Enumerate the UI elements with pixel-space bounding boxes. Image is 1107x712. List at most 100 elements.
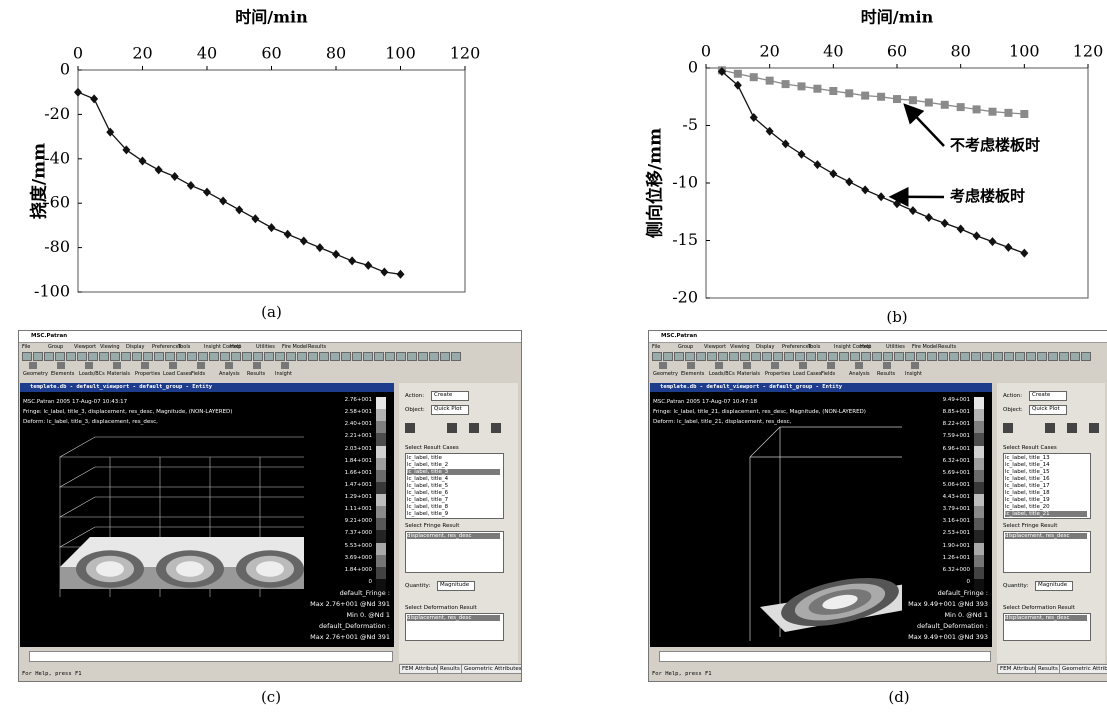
- tool-icon: [773, 352, 783, 361]
- tool-icon: [113, 362, 121, 369]
- x-axis-title: 时间/min: [861, 8, 934, 27]
- x-tick-label: 120: [1073, 42, 1104, 61]
- tool-icon: [29, 362, 37, 369]
- tool-icon: [718, 352, 728, 361]
- legend-value: 0: [368, 578, 373, 585]
- legend-swatch: [376, 421, 386, 434]
- toolbar-label: Results: [877, 371, 896, 377]
- list-item: lc_label, title_16: [1005, 476, 1050, 482]
- tool-icon: [696, 352, 706, 361]
- tool-icon: [77, 352, 87, 361]
- tool-icon: [872, 352, 882, 361]
- legend-swatch: [376, 409, 386, 422]
- tool-icon: [440, 352, 450, 361]
- tool-icon: [154, 352, 164, 361]
- marker: [972, 105, 981, 114]
- viewport-title: template.db - default_viewport - default…: [30, 384, 213, 390]
- marker: [219, 196, 228, 206]
- legend-value: 3.69+000: [344, 554, 372, 561]
- model-shape: [58, 436, 304, 458]
- marker: [829, 87, 838, 95]
- marker: [364, 260, 373, 270]
- plot-frame: [77, 69, 466, 293]
- list-item: lc_label, title_8: [407, 504, 449, 510]
- legend-swatch: [974, 409, 984, 422]
- toolbar-label: Loads/BCs: [709, 371, 735, 377]
- tool-icon: [707, 352, 717, 361]
- marker: [956, 224, 965, 234]
- model-shape: [176, 561, 204, 577]
- legend-swatch: [974, 506, 984, 519]
- icon: [1067, 423, 1077, 433]
- label: Select Fringe Result: [405, 523, 460, 529]
- tool-icon: [110, 352, 120, 361]
- footer-line: default_Fringe :: [937, 589, 988, 597]
- menu-item: Results: [938, 344, 957, 350]
- model-shape: [58, 496, 304, 518]
- footer-line: default_Deformation :: [319, 622, 390, 630]
- tool-icon: [1081, 352, 1091, 361]
- legend-value: 4.43+001: [942, 494, 970, 500]
- tool-icon: [330, 352, 340, 361]
- icon: [447, 423, 457, 433]
- x-tick-label: 80: [950, 42, 970, 61]
- legend-value: 5.53+000: [344, 542, 372, 549]
- tool-icon: [176, 352, 186, 361]
- menu-item: Fire Model: [282, 344, 308, 350]
- marker: [154, 165, 163, 175]
- dropdown: Quick Plot: [1029, 405, 1067, 415]
- marker: [781, 139, 790, 149]
- tool-icon: [674, 352, 684, 361]
- tool-icon: [883, 362, 891, 369]
- marker: [877, 192, 886, 202]
- series-line: [77, 91, 401, 275]
- footer-line: default_Deformation :: [917, 622, 988, 630]
- x-tick-label: 0: [701, 42, 711, 61]
- marker: [1004, 242, 1013, 252]
- tool-icon: [1004, 352, 1014, 361]
- marker: [765, 76, 774, 85]
- viewport-bar: [20, 383, 394, 392]
- marker: [380, 267, 389, 277]
- tool-icon: [429, 352, 439, 361]
- tool-icon: [1015, 352, 1025, 361]
- tool-icon: [927, 352, 937, 361]
- label: Object:: [405, 407, 425, 413]
- dropdown: Quick Plot: [431, 405, 469, 415]
- tool-icon: [861, 352, 871, 361]
- legend-value: 3.79+001: [942, 506, 970, 513]
- tool-icon: [916, 352, 926, 361]
- marker: [733, 69, 742, 78]
- tool-icon: [44, 352, 54, 361]
- viewport-title: template.db - default_viewport - default…: [660, 384, 843, 390]
- menu-item: File: [22, 344, 31, 350]
- list-box: displacement, res_desc: [405, 613, 504, 641]
- icon: [1089, 423, 1099, 433]
- marker: [988, 237, 997, 247]
- legend-value: 8.85+001: [942, 409, 970, 416]
- legend-value: 2.21+001: [344, 433, 372, 440]
- label: Select Fringe Result: [1003, 523, 1058, 529]
- tool-icon: [1048, 352, 1058, 361]
- tool-icon: [827, 362, 835, 369]
- tool-icon: [729, 352, 739, 361]
- toolbar-label: Geometry: [23, 371, 48, 377]
- menu-item: Display: [126, 344, 145, 350]
- icon: [469, 423, 479, 433]
- legend-swatch: [376, 469, 386, 482]
- list-box: displacement, res_desc: [1003, 613, 1091, 641]
- legend-value: 2.40+001: [344, 421, 372, 428]
- tool-icon: [817, 352, 827, 361]
- tool-icon: [799, 362, 807, 369]
- viewport: template.db - default_viewport - default…: [20, 383, 394, 647]
- tool-icon: [740, 352, 750, 361]
- list-item: lc_label, title: [407, 455, 442, 461]
- y-tick-label: -40: [44, 148, 70, 167]
- legend-swatch: [974, 457, 984, 470]
- series-line: [721, 70, 1025, 254]
- tool-icon: [143, 352, 153, 361]
- tool-icon: [197, 362, 205, 369]
- tool-icon: [22, 352, 32, 361]
- list-item: lc_label, title_5: [407, 483, 449, 489]
- tool-icon: [960, 352, 970, 361]
